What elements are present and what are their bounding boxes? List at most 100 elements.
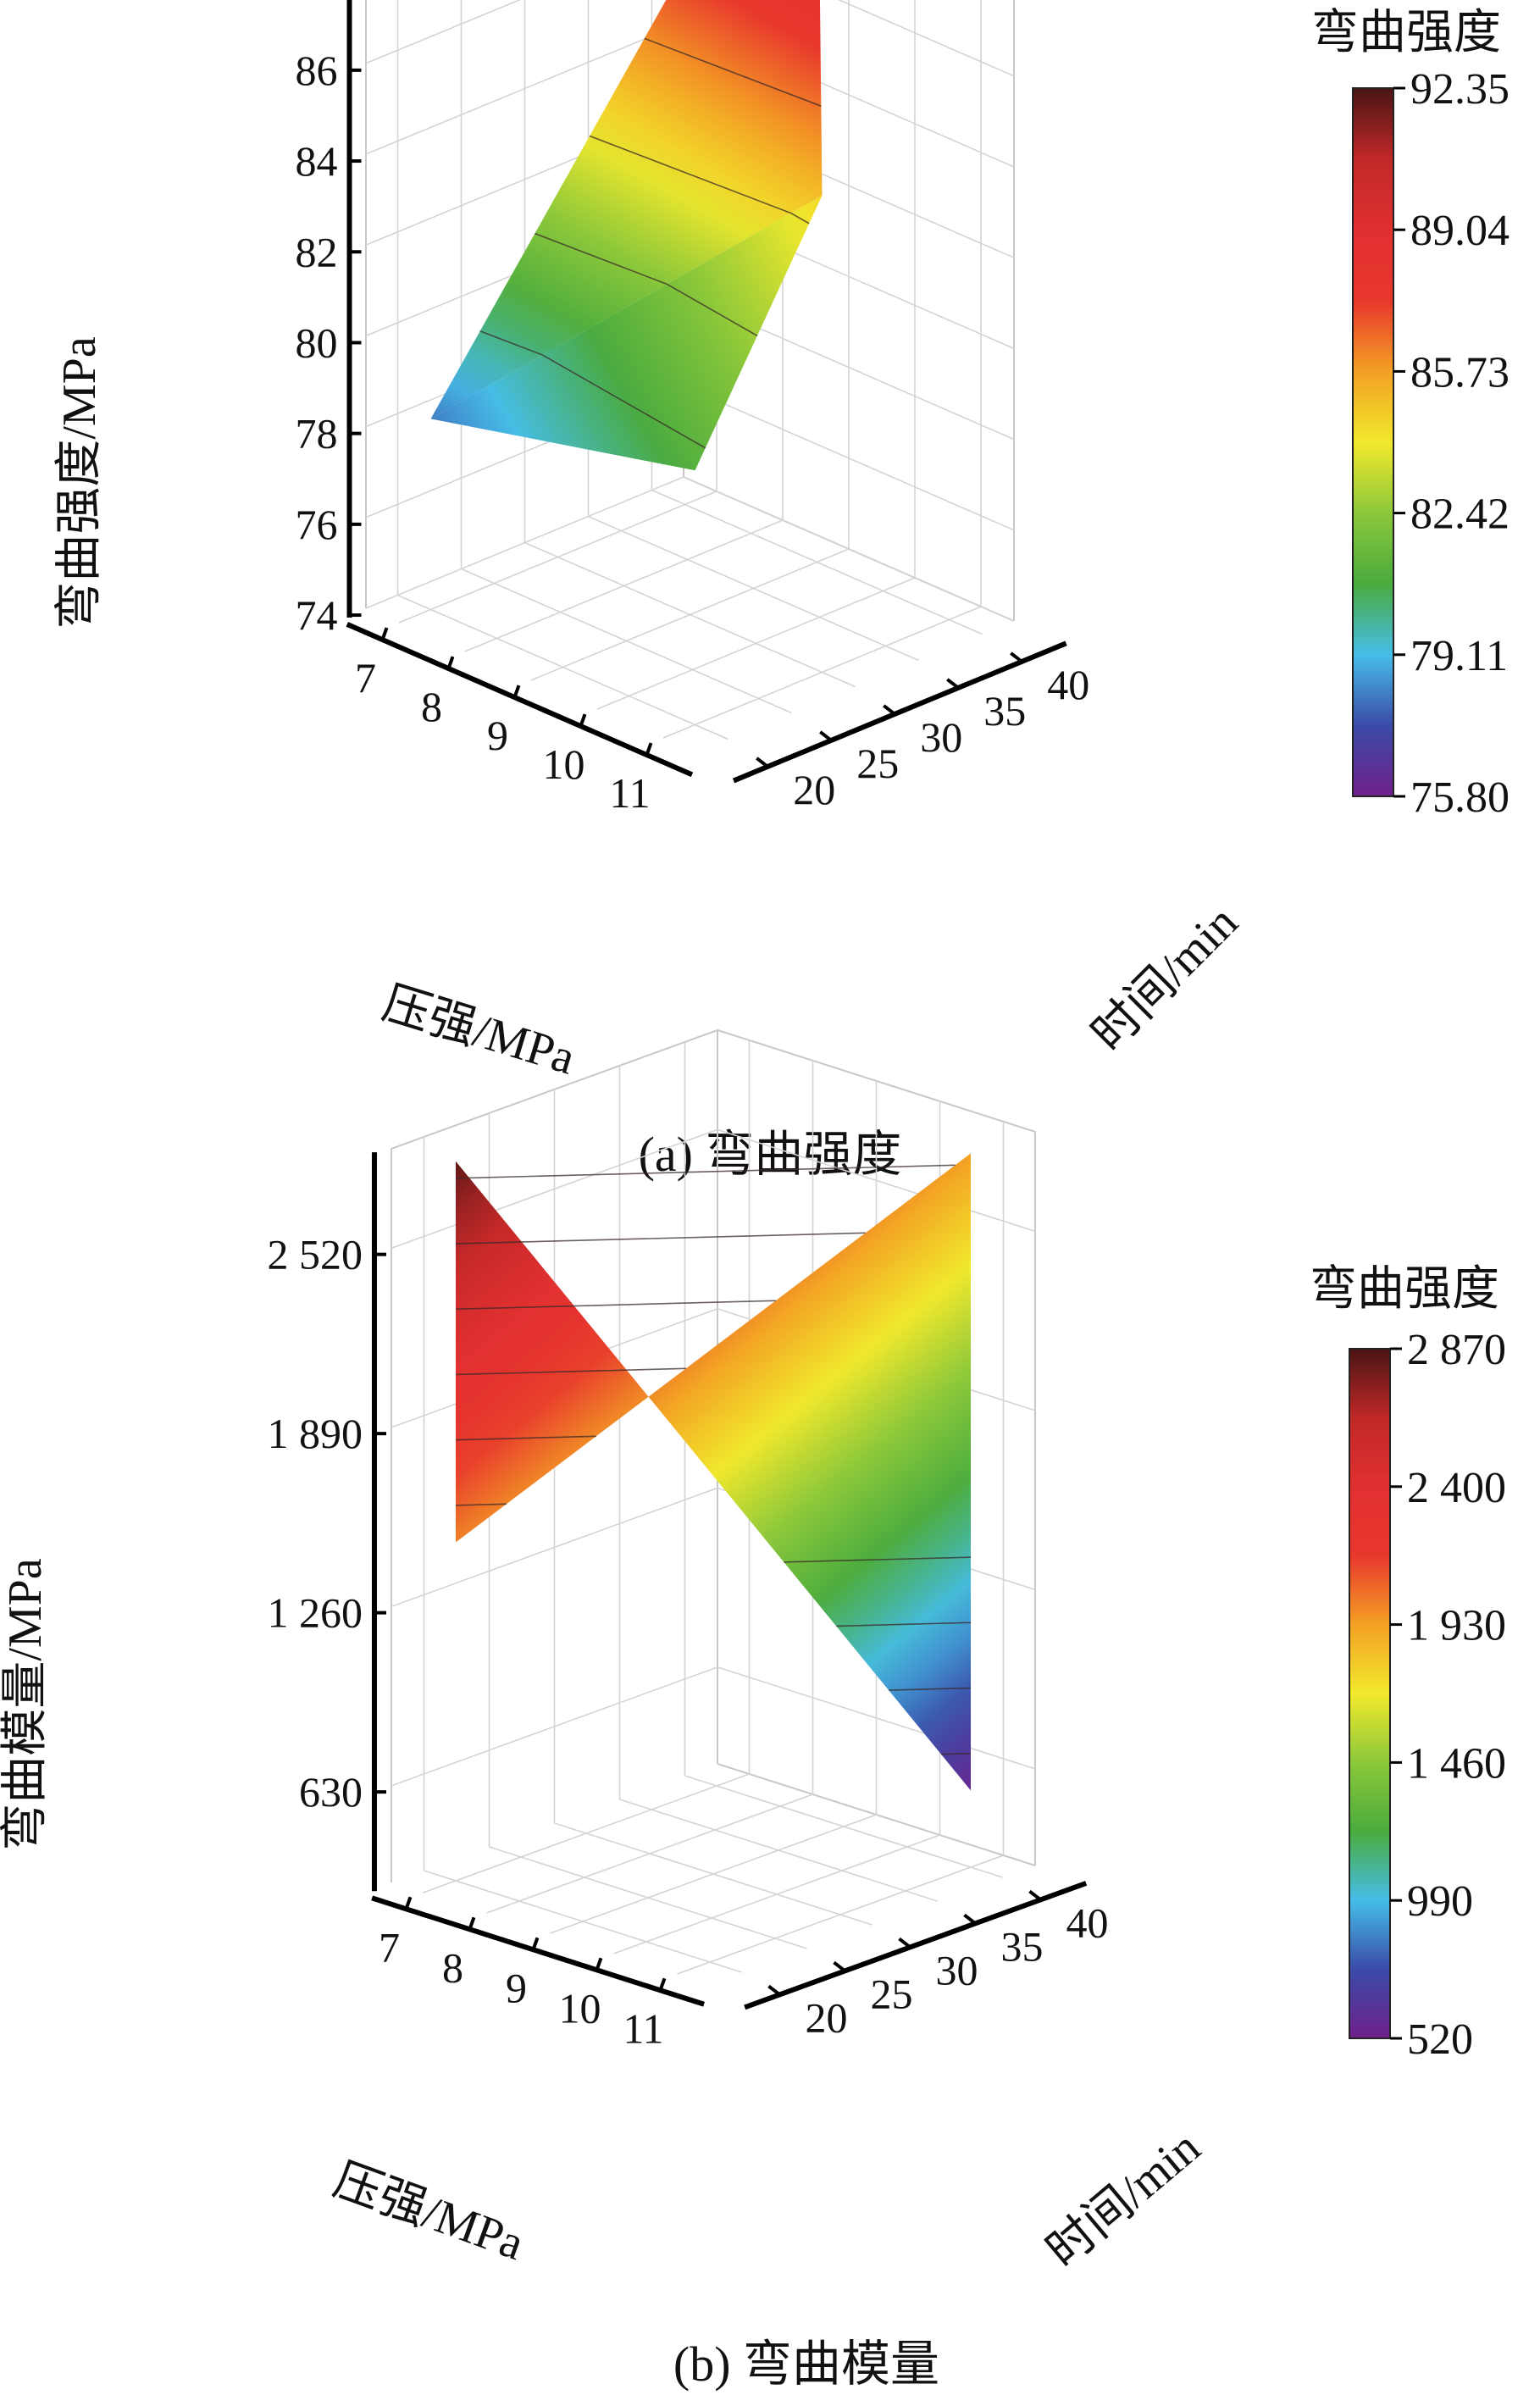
x-tick-label: 11 [609,769,650,817]
surface-face [456,1153,971,1791]
surface [430,0,823,471]
colorbar-tick-label: 1 930 [1407,1602,1506,1650]
colorbar-ticks: 2 870 2 400 1 930 1 460 990 520 [1390,1326,1506,2064]
contour-line [455,1503,507,1506]
surface-face [430,195,823,471]
z-tick-label: 1 890 [267,1410,363,1457]
x-tick-label: 9 [487,712,508,759]
y-tick-mark [1010,651,1023,663]
contour-line [455,1232,866,1245]
grid-line [524,541,856,688]
grid-line [424,1870,742,1973]
y-tick-mark [963,1913,977,1925]
panel-caption: (a) 弯曲强度 [639,1127,902,1182]
x-tick-label: 10 [543,740,585,788]
x-tick-mark [531,1937,540,1950]
grid-line [365,476,1015,622]
contour-line [589,135,792,214]
y-tick-mark [946,678,960,690]
x-tick-mark [468,1916,476,1930]
x-axis-label: 压强/MPa [377,977,581,1085]
grid-line [461,568,792,714]
contour-line [455,1435,596,1441]
contour-line [479,330,543,356]
contour-line [644,37,822,108]
z-tick-label: 630 [299,1768,363,1816]
x-tick-mark [645,742,653,756]
y-tick-label: 30 [936,1946,978,1993]
grid-line [397,594,728,740]
colorbar-tick-label: 85.73 [1410,348,1510,396]
colorbar-tick-label: 82.42 [1410,491,1510,539]
colorbar-title: 弯曲强度 [1311,7,1501,59]
axes [346,0,1067,784]
grid-line [651,489,983,635]
grid-line [489,1846,807,1949]
grid-line [554,1822,872,1926]
colorbar-tick-label: 92.35 [1410,65,1510,114]
contour-line [784,1556,972,1563]
wall-back [717,1028,1036,1866]
colorbar: 弯曲强度 2 870 2 400 1 930 1 460 990 520 [1310,1263,1506,2064]
x-tick-mark [446,656,455,669]
panel-flexural-modulus: 630 1 260 1 890 2 520 7 8 9 10 11 20 25 30 35 40 弯曲模量… [0,1028,1506,2392]
x-tick-label: 9 [506,1964,527,2011]
y-tick-label: 35 [1001,1922,1044,1970]
colorbar: 弯曲强度 92.35 89.04 85.73 82.42 79.11 75.80 [1311,7,1510,822]
z-tick-label: 74 [296,591,338,639]
x-tick-mark [658,1977,667,1991]
y-tick-label: 30 [920,713,962,761]
y-tick-label: 25 [871,1970,913,2017]
colorbar-tick-label: 2 400 [1407,1464,1506,1512]
x-tick-label: 8 [442,1943,463,1991]
z-axis-label: 弯曲强度/MPa [53,336,106,629]
x-tick-label: 10 [558,1984,601,2032]
panel-caption: (b) 弯曲模量 [673,2337,939,2392]
y-axis-line [744,1881,1088,2010]
colorbar-tick-label: 990 [1407,1877,1473,1926]
tick-labels: 630 1 260 1 890 2 520 7 8 9 10 11 20 25 30 35 40 [267,1231,1108,2053]
z-tick-label: 86 [296,47,338,94]
colorbar-tick-label: 75.80 [1410,773,1510,822]
colorbar-gradient [1349,1348,1391,2039]
z-tick-label: 1 260 [267,1589,363,1637]
y-axis-label: 时间/min [1082,895,1248,1062]
wall-back [1013,0,1015,621]
tick-labels: 7476788082848688909278910112025303540 [296,0,1090,817]
colorbar-tick-label: 1 460 [1407,1739,1506,1788]
colorbar-tick-label: 2 870 [1407,1326,1506,1374]
contour-line [889,1687,972,1691]
x-tick-mark [512,685,521,698]
z-tick-label: 2 520 [267,1231,363,1278]
x-axis-line [346,622,694,778]
y-tick-label: 20 [793,766,835,813]
colorbar-tick-label: 89.04 [1410,207,1510,255]
y-tick-label: 20 [806,1993,848,2041]
z-axis-label: 弯曲模量/MPa [0,1558,52,1850]
contour-line [455,1164,956,1179]
y-tick-label: 35 [983,687,1026,735]
x-tick-mark [404,1896,413,1910]
z-tick-label: 82 [296,228,338,275]
axes [371,1152,1088,2010]
x-tick-label: 11 [623,2004,663,2052]
colorbar-tick-label: 520 [1407,2015,1473,2064]
contour-line [666,283,758,337]
z-tick-label: 78 [296,410,338,457]
y-tick-label: 25 [856,740,899,787]
surface-face [430,0,823,419]
y-axis-label: 时间/min [1037,2121,1210,2277]
z-tick-label: 80 [296,319,338,366]
x-tick-label: 7 [379,1923,400,1971]
grid-line [365,0,1015,77]
z-tick-label: 76 [296,501,338,548]
y-axis-line [732,640,1067,784]
x-tick-label: 7 [355,654,376,701]
colorbar-title: 弯曲强度 [1310,1263,1499,1316]
x-axis-label: 压强/MPa [327,2154,531,2270]
z-tick-label: 84 [296,137,338,185]
panel-flexural-strength: 7476788082848688909278910112025303540 弯曲… [53,0,1510,1182]
z-tick-label: 88 [296,0,338,3]
grid-line [684,1775,1003,1878]
